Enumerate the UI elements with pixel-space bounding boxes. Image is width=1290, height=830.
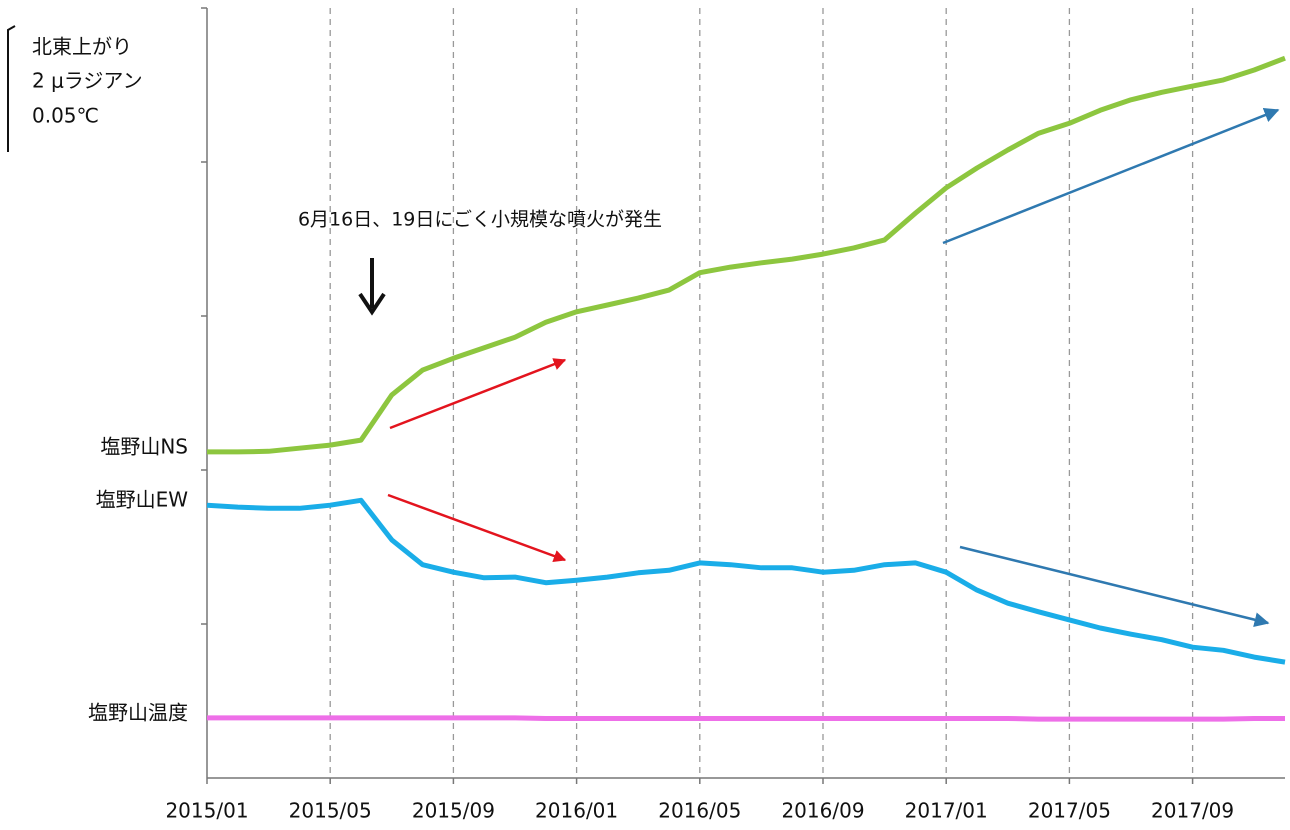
series-line xyxy=(207,715,1285,722)
series-label: 塩野山温度 xyxy=(88,700,188,724)
trend-arrow xyxy=(942,108,1280,245)
x-tick-label: 2015/09 xyxy=(412,799,495,823)
series xyxy=(206,55,1286,722)
scale-temp: 0.05℃ xyxy=(32,104,99,128)
trend-arrow xyxy=(389,358,567,430)
scale-label: 北東上がり xyxy=(32,35,132,59)
x-tick-label: 2016/09 xyxy=(781,799,864,823)
series-label: 塩野山NS xyxy=(100,434,188,458)
x-tick-label: 2017/05 xyxy=(1028,799,1111,823)
x-tick-label: 2016/01 xyxy=(535,799,618,823)
x-tick-label: 2015/05 xyxy=(289,799,372,823)
trend-arrow xyxy=(387,493,567,562)
series-line xyxy=(207,55,1286,455)
series-label: 塩野山EW xyxy=(96,488,189,512)
annotation: 6月16日、19日にごく小規模な噴火が発生 xyxy=(298,209,662,231)
x-tick-label: 2017/09 xyxy=(1151,799,1234,823)
x-tick-label: 2016/05 xyxy=(658,799,741,823)
x-tick-label: 2017/01 xyxy=(905,799,988,823)
x-tick-label: 2015/01 xyxy=(165,799,248,823)
y-tick-marks xyxy=(201,7,207,625)
eruption-arrow-head xyxy=(358,292,386,316)
trend-arrow xyxy=(959,545,1270,628)
scale-bar xyxy=(7,25,16,152)
scale-tilt: 2 μラジアン xyxy=(32,69,143,93)
series-line xyxy=(206,497,1286,665)
